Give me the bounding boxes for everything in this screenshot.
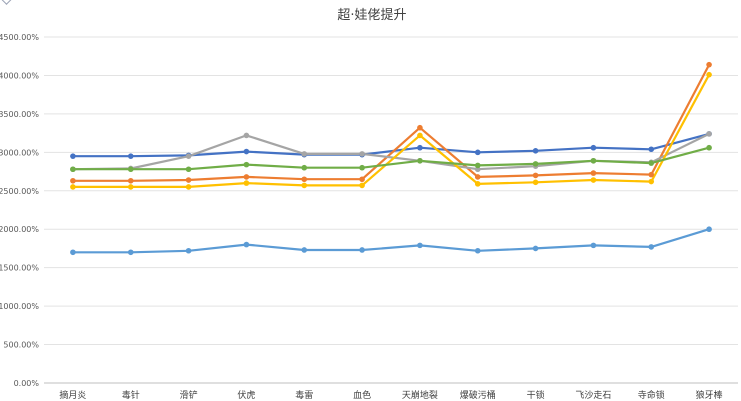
data-point bbox=[301, 247, 308, 253]
series-line-1 bbox=[72, 132, 710, 158]
y-tick-label: 4500.00% bbox=[0, 33, 39, 42]
data-point bbox=[532, 161, 539, 167]
series-line-2 bbox=[72, 64, 711, 182]
y-tick-label: 500.00% bbox=[3, 341, 39, 350]
gridlines bbox=[44, 36, 738, 384]
data-point bbox=[301, 182, 308, 189]
series-line-6 bbox=[72, 146, 710, 171]
y-tick-label: 2500.00% bbox=[0, 187, 39, 196]
x-tick-label: 飞沙走石 bbox=[575, 390, 611, 401]
data-point bbox=[648, 160, 655, 166]
data-point bbox=[185, 247, 192, 254]
y-tick-label: 4000.00% bbox=[0, 71, 39, 80]
data-point bbox=[417, 124, 423, 131]
series-line-4 bbox=[72, 74, 711, 188]
data-point bbox=[127, 184, 134, 190]
data-point bbox=[243, 132, 250, 139]
chart-title: 超·娃佬提升 bbox=[337, 7, 406, 23]
x-axis-ticks: 摘月炎 毒针 滑铲 伏虎 毒雷 血色 天崩地裂 爆破污桶 干锁 飞沙走石 寺命锁 狼牙棒 bbox=[59, 389, 722, 401]
data-point bbox=[474, 162, 481, 169]
data-point bbox=[590, 242, 597, 249]
data-point bbox=[706, 71, 712, 78]
data-point bbox=[243, 180, 250, 186]
data-point bbox=[417, 132, 423, 139]
x-tick-label: 血色 bbox=[353, 389, 371, 401]
data-point bbox=[70, 153, 76, 159]
data-point bbox=[359, 247, 365, 253]
y-tick-label: 1500.00% bbox=[0, 264, 39, 273]
data-point bbox=[127, 166, 134, 173]
data-point bbox=[648, 244, 655, 250]
x-tick-label: 爆破污桶 bbox=[460, 389, 496, 401]
data-point bbox=[243, 241, 250, 248]
x-tick-label: 毒雷 bbox=[295, 389, 313, 401]
data-point bbox=[185, 166, 192, 173]
x-tick-label: 滑铲 bbox=[180, 389, 198, 401]
data-point bbox=[243, 161, 250, 168]
data-point bbox=[532, 172, 539, 179]
data-point bbox=[706, 61, 712, 68]
y-axis-ticks: 0.00% 500.00% 1000.00% 1500.00% 2000.00% 2500… bbox=[0, 33, 39, 388]
data-point bbox=[243, 174, 250, 180]
x-tick-label: 摘月炎 bbox=[59, 389, 86, 401]
data-point bbox=[301, 151, 308, 157]
data-point bbox=[706, 144, 712, 151]
data-point bbox=[359, 176, 365, 183]
series-lines bbox=[72, 64, 711, 254]
data-point bbox=[417, 144, 423, 151]
x-tick-label: 狼牙棒 bbox=[696, 389, 723, 401]
y-tick-label: 2000.00% bbox=[0, 225, 39, 234]
data-point bbox=[532, 179, 539, 186]
x-tick-label: 寺命锁 bbox=[638, 389, 665, 401]
data-point bbox=[474, 181, 481, 187]
data-point bbox=[127, 177, 134, 184]
data-point bbox=[590, 177, 597, 183]
y-tick-label: 0.00% bbox=[14, 379, 40, 388]
data-point bbox=[474, 247, 481, 254]
data-point bbox=[243, 148, 250, 155]
data-point bbox=[706, 226, 712, 233]
data-point bbox=[706, 131, 712, 137]
data-point bbox=[301, 176, 308, 183]
data-point bbox=[474, 149, 481, 156]
data-point bbox=[590, 157, 597, 164]
series-points bbox=[70, 61, 712, 256]
data-point bbox=[70, 184, 76, 190]
y-tick-label: 3500.00% bbox=[0, 110, 39, 119]
data-point bbox=[70, 249, 76, 256]
data-point bbox=[185, 153, 192, 159]
data-point bbox=[474, 174, 481, 180]
series-line-5 bbox=[72, 228, 710, 254]
y-tick-label: 3000.00% bbox=[0, 148, 39, 157]
data-point bbox=[590, 144, 597, 151]
data-point bbox=[590, 170, 597, 176]
data-point bbox=[648, 178, 655, 185]
data-point bbox=[359, 164, 365, 171]
data-point bbox=[532, 147, 539, 154]
y-tick-label: 1000.00% bbox=[0, 302, 39, 311]
x-tick-label: 干锁 bbox=[527, 389, 545, 401]
data-point bbox=[185, 184, 192, 190]
data-point bbox=[127, 153, 134, 159]
data-point bbox=[417, 242, 423, 249]
data-point bbox=[359, 151, 365, 157]
data-point bbox=[417, 157, 423, 164]
data-point bbox=[301, 164, 308, 171]
data-point bbox=[70, 177, 76, 184]
data-point bbox=[474, 166, 481, 173]
data-point bbox=[648, 146, 655, 153]
data-point bbox=[532, 245, 539, 252]
data-point bbox=[648, 171, 655, 178]
data-point bbox=[185, 177, 192, 183]
x-tick-label: 毒针 bbox=[122, 389, 140, 401]
x-tick-label: 伏虎 bbox=[237, 389, 255, 401]
data-point bbox=[359, 182, 365, 189]
x-tick-label: 天崩地裂 bbox=[402, 389, 438, 401]
data-point bbox=[70, 166, 76, 173]
data-point bbox=[127, 249, 134, 256]
